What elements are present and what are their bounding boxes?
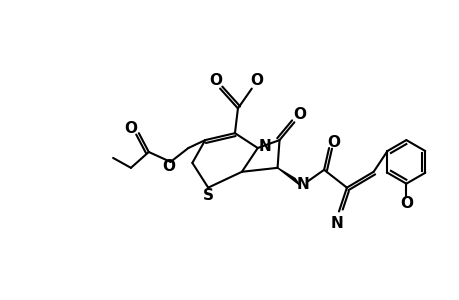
Text: O: O [124, 121, 137, 136]
Text: O: O [399, 196, 412, 211]
Text: S: S [202, 188, 213, 203]
Text: N: N [330, 216, 342, 231]
Polygon shape [277, 168, 299, 185]
Text: O: O [209, 73, 222, 88]
Text: N: N [297, 177, 309, 192]
Text: O: O [250, 73, 263, 88]
Text: N: N [258, 139, 270, 154]
Text: O: O [327, 135, 340, 150]
Text: O: O [292, 107, 305, 122]
Text: O: O [162, 159, 175, 174]
